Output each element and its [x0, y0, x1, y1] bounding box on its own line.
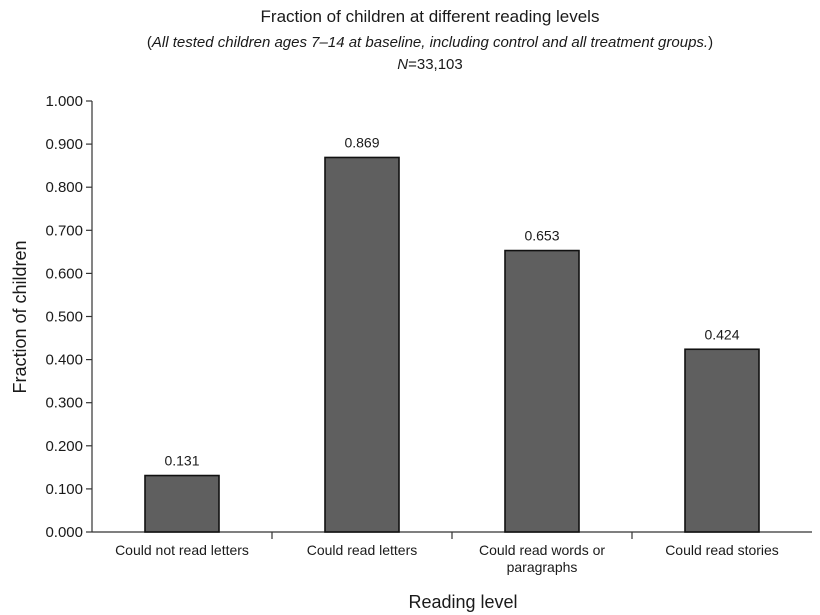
sample-size-equals: =: [408, 56, 417, 73]
x-tick-label: Could read stories: [665, 542, 779, 558]
data-label: 0.131: [164, 453, 199, 469]
sample-size-letter: N: [397, 56, 408, 73]
y-tick-label: 0.500: [45, 309, 83, 326]
y-tick-label: 0.700: [45, 222, 83, 239]
subtitle-close-paren: ): [708, 34, 713, 51]
y-tick-label: 0.600: [45, 265, 83, 282]
data-label: 0.653: [524, 228, 559, 244]
y-tick-label: 1.000: [45, 93, 83, 110]
bar: [144, 474, 220, 533]
y-tick-label: 0.800: [45, 179, 83, 196]
y-tick-label: 0.900: [45, 136, 83, 153]
sample-size: N=33,103: [397, 56, 463, 73]
x-tick-label-line: paragraphs: [507, 559, 578, 575]
bar: [324, 156, 400, 533]
x-axis-title: Reading level: [408, 592, 517, 612]
data-label: 0.424: [704, 326, 739, 342]
bar: [684, 348, 760, 533]
x-tick-label-line: Could read stories: [665, 542, 779, 558]
x-tick-label-line: Could not read letters: [115, 542, 249, 558]
subtitle-open-paren: (: [147, 34, 152, 51]
data-label: 0.869: [344, 134, 379, 150]
x-tick-label: Could read letters: [307, 542, 418, 558]
sample-size-value: 33,103: [417, 56, 463, 73]
y-tick-label: 0.200: [45, 438, 83, 455]
x-tick-label-line: Could read words or: [479, 542, 605, 558]
y-tick-label: 0.400: [45, 352, 83, 369]
plot-area: 0.000 0.100 0.200 0.300 0.400 0.500 0.600 0.700…: [45, 93, 812, 575]
x-tick-label: Could read words or paragraphs: [479, 542, 605, 575]
y-axis-title: Fraction of children: [10, 240, 30, 393]
x-tick-label: Could not read letters: [115, 542, 249, 558]
x-tick-label-line: Could read letters: [307, 542, 418, 558]
y-tick-label: 0.100: [45, 481, 83, 498]
y-tick-label: 0.300: [45, 395, 83, 412]
subtitle-text: All tested children ages 7–14 at baselin…: [151, 34, 708, 51]
bar: [504, 249, 580, 533]
y-tick-label: 0.000: [45, 524, 83, 541]
chart-subtitle: (All tested children ages 7–14 at baseli…: [147, 34, 713, 51]
chart-title: Fraction of children at different readin…: [261, 7, 600, 26]
